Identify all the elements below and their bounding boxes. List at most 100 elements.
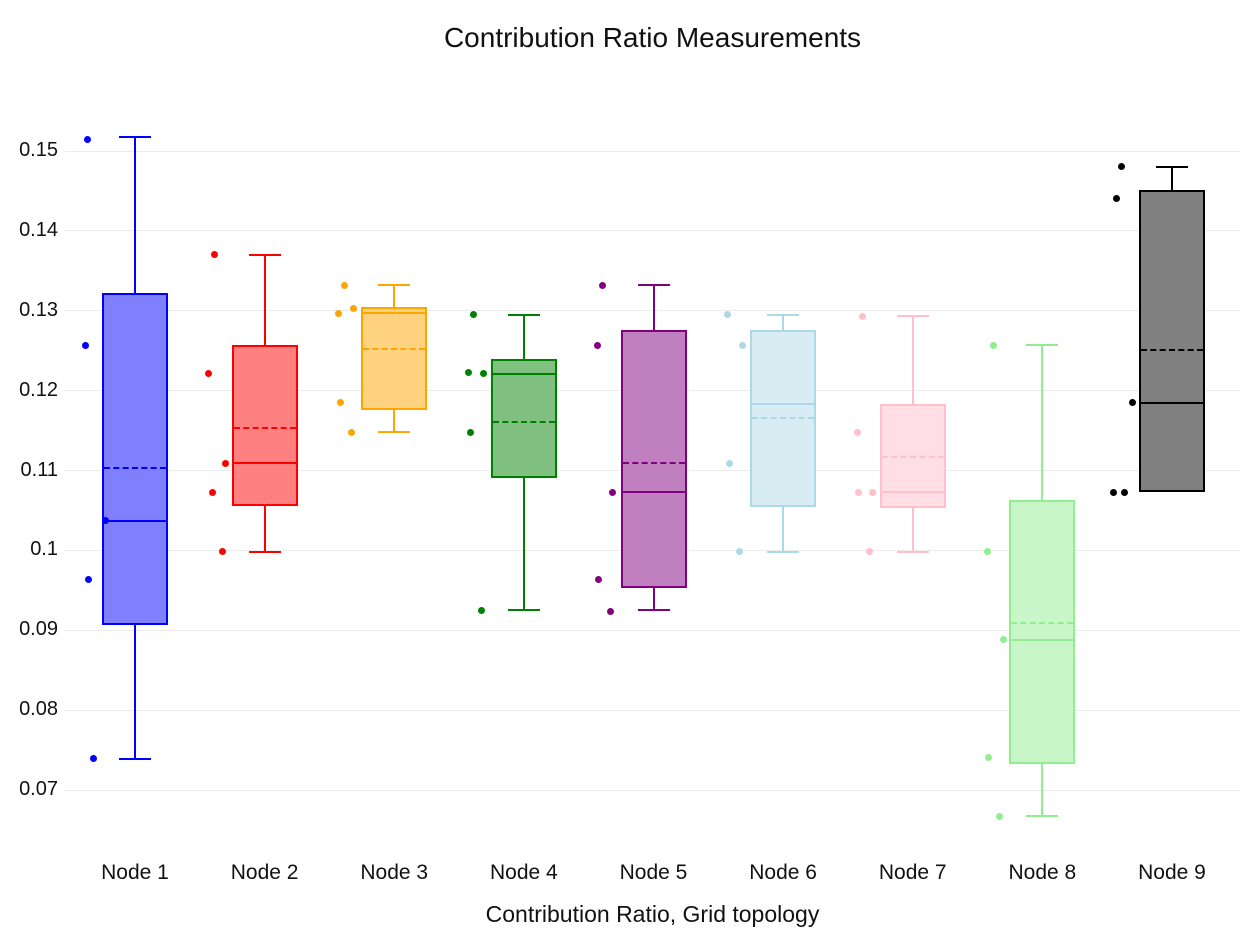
- median-line: [1141, 401, 1203, 404]
- mean-line: [233, 427, 296, 430]
- y-tick-label: 0.15: [19, 139, 58, 161]
- gridline: [65, 789, 1240, 791]
- data-point: [995, 812, 1003, 820]
- upper-whisker-cap: [119, 135, 151, 138]
- box-node-9: [1139, 190, 1205, 493]
- data-point: [595, 575, 602, 583]
- lower-whisker-cap: [1026, 815, 1059, 818]
- y-tick-label: 0.1: [30, 538, 58, 561]
- data-point: [738, 341, 746, 349]
- upper-whisker-line: [1041, 345, 1044, 501]
- upper-whisker-line: [522, 314, 525, 359]
- median-line: [492, 372, 555, 375]
- upper-whisker-cap: [378, 284, 411, 287]
- upper-whisker-line: [911, 316, 914, 405]
- lower-whisker-line: [263, 505, 266, 552]
- data-point: [725, 459, 733, 467]
- upper-whisker-line: [1171, 166, 1173, 191]
- data-point: [999, 636, 1007, 644]
- lower-whisker-line: [1041, 763, 1044, 817]
- y-tick-label: 0.07: [19, 778, 58, 800]
- upper-whisker-cap: [896, 315, 929, 318]
- x-axis-title: Contribution Ratio, Grid topology: [485, 901, 820, 927]
- data-point: [209, 488, 217, 496]
- x-tick-label: Node 1: [101, 861, 169, 884]
- data-point: [222, 459, 230, 467]
- y-tick-label: 0.08: [19, 698, 58, 721]
- x-tick-label: Node 3: [360, 861, 429, 884]
- data-point: [1117, 163, 1125, 171]
- upper-whisker-line: [134, 136, 136, 294]
- box-node-2: [231, 345, 298, 506]
- data-point: [478, 606, 486, 614]
- data-point: [470, 311, 478, 319]
- data-point: [465, 368, 473, 376]
- gridline: [65, 230, 1240, 232]
- box-node-1: [102, 293, 168, 626]
- lower-whisker-cap: [378, 431, 411, 434]
- data-point: [869, 488, 877, 496]
- mean-line: [363, 348, 426, 351]
- upper-whisker-line: [652, 285, 655, 330]
- data-point: [349, 304, 357, 312]
- upper-whisker-cap: [767, 313, 800, 316]
- mean-line: [752, 416, 815, 419]
- data-point: [607, 608, 614, 616]
- gridline: [65, 709, 1240, 711]
- data-point: [211, 251, 219, 259]
- y-tick-label: 0.14: [19, 218, 58, 241]
- x-tick-label: Node 6: [749, 861, 817, 884]
- data-point: [983, 548, 991, 556]
- x-tick-label: Node 2: [230, 861, 299, 884]
- x-tick-label: Node 4: [490, 861, 558, 884]
- data-point: [480, 370, 488, 378]
- lower-whisker-line: [782, 507, 785, 552]
- data-point: [219, 548, 227, 556]
- data-point: [735, 548, 743, 556]
- y-tick-label: 0.12: [19, 378, 58, 401]
- data-point: [347, 428, 355, 436]
- lower-whisker-cap: [507, 609, 540, 612]
- median-line: [881, 491, 944, 494]
- median-line: [363, 312, 426, 315]
- lower-whisker-line: [393, 409, 396, 433]
- data-point: [81, 341, 89, 349]
- x-tick-label: Node 9: [1138, 861, 1206, 884]
- gridline: [65, 150, 1240, 152]
- y-tick-label: 0.11: [20, 458, 58, 481]
- y-tick-label: 0.09: [19, 618, 58, 641]
- median-line: [233, 462, 296, 465]
- lower-whisker-line: [134, 625, 136, 759]
- data-point: [334, 309, 342, 317]
- x-tick-label: Node 8: [1008, 861, 1077, 884]
- mean-line: [622, 462, 685, 465]
- data-point: [984, 753, 992, 761]
- data-point: [599, 281, 606, 289]
- data-point: [723, 311, 731, 319]
- median-line: [752, 403, 815, 406]
- mean-line: [1011, 622, 1074, 625]
- data-point: [340, 281, 348, 289]
- box-node-3: [361, 306, 428, 410]
- data-point: [84, 575, 92, 583]
- upper-whisker-cap: [1026, 344, 1059, 347]
- chart-title: Contribution Ratio Measurements: [443, 22, 862, 53]
- lower-whisker-cap: [637, 609, 670, 612]
- upper-whisker-cap: [248, 253, 281, 256]
- data-point: [855, 488, 863, 496]
- box-node-4: [490, 358, 557, 478]
- lower-whisker-cap: [119, 757, 151, 760]
- mean-line: [1141, 348, 1203, 351]
- data-point: [989, 341, 997, 349]
- box-node-5: [620, 329, 687, 588]
- data-point: [89, 755, 97, 763]
- upper-whisker-cap: [637, 284, 670, 287]
- data-point: [467, 429, 475, 437]
- lower-whisker-line: [652, 587, 655, 611]
- upper-whisker-line: [782, 314, 785, 330]
- upper-whisker-line: [263, 254, 266, 346]
- box-node-8: [1009, 500, 1076, 764]
- data-point: [101, 516, 109, 524]
- lower-whisker-cap: [767, 550, 800, 553]
